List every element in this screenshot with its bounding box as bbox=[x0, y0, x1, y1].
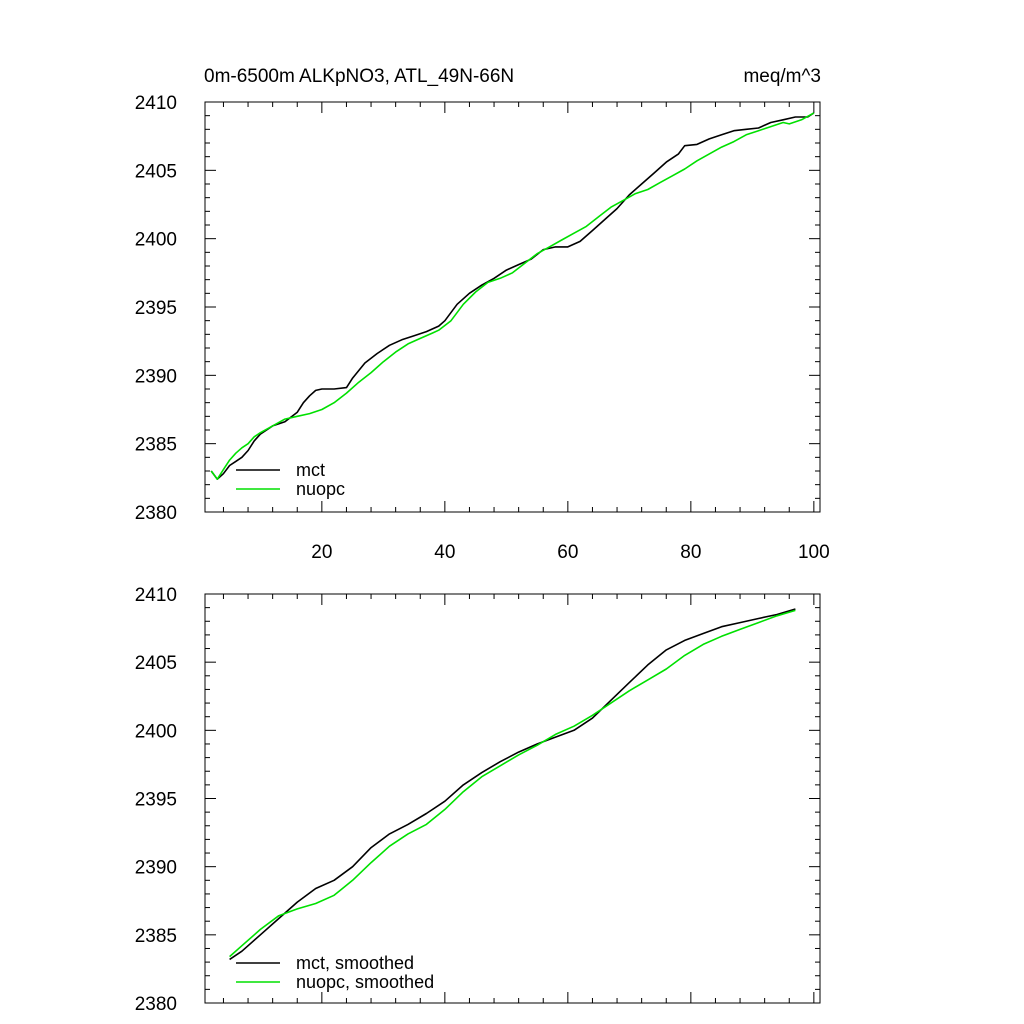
x-tick-label: 20 bbox=[311, 542, 332, 563]
y-tick-label: 2400 bbox=[135, 721, 177, 742]
y-tick-label: 2380 bbox=[135, 994, 177, 1015]
y-tick-label: 2410 bbox=[135, 585, 177, 606]
series-line-nuopc bbox=[229, 609, 796, 958]
y-tick-label: 2390 bbox=[135, 366, 177, 387]
x-tick-label: 60 bbox=[557, 542, 578, 563]
series-line-mct bbox=[229, 608, 796, 961]
figure-title: 0m-6500m ALKpNO3, ATL_49N-66N bbox=[204, 66, 514, 87]
y-tick-label: 2390 bbox=[135, 858, 177, 879]
x-tick-label: 40 bbox=[434, 542, 455, 563]
plot-frame bbox=[204, 593, 821, 1004]
y-tick-label: 2405 bbox=[135, 161, 177, 182]
top-panel: 2380 2385 2390 2395 2400 2405 2410 20 40 60 80 100 m… bbox=[135, 93, 830, 563]
legend-label: nuopc bbox=[296, 479, 345, 499]
x-tick-label: 80 bbox=[680, 542, 701, 563]
plot-frame bbox=[204, 101, 821, 513]
series-line-nuopc bbox=[210, 112, 815, 481]
y-tick-label: 2385 bbox=[135, 435, 177, 456]
bottom-panel: 2380 2385 2390 2395 2400 2405 2410 mct, smoothe… bbox=[135, 585, 821, 1015]
x-tick-label: 100 bbox=[798, 542, 830, 563]
y-tick-label: 2405 bbox=[135, 653, 177, 674]
legend-label: nuopc, smoothed bbox=[296, 972, 434, 992]
legend-label: mct, smoothed bbox=[296, 953, 414, 973]
y-tick-label: 2395 bbox=[135, 790, 177, 811]
series-line-mct bbox=[210, 112, 815, 481]
legend-label: mct bbox=[296, 460, 325, 480]
y-tick-label: 2410 bbox=[135, 93, 177, 114]
y-tick-label: 2400 bbox=[135, 230, 177, 251]
y-tick-label: 2385 bbox=[135, 926, 177, 947]
figure-units: meq/m^3 bbox=[743, 66, 821, 87]
y-tick-label: 2380 bbox=[135, 503, 177, 524]
y-tick-label: 2395 bbox=[135, 298, 177, 319]
